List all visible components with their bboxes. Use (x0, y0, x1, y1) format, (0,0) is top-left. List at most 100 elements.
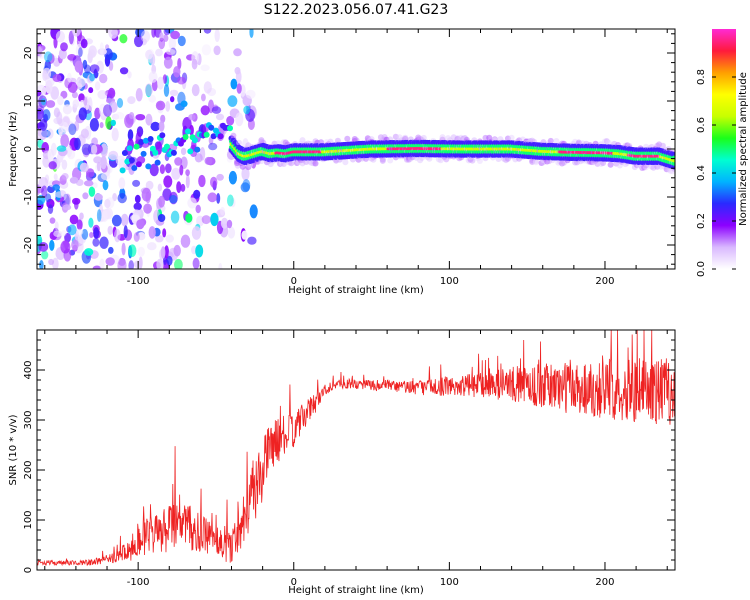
snr-x-axis: -100 0 100 200 (44, 330, 668, 588)
spectrogram-cell (134, 194, 141, 204)
spectrogram-cell (92, 182, 98, 189)
spectrogram-cell (92, 238, 100, 247)
y-tick-label: 0 (23, 567, 34, 573)
spectrogram-cell (185, 174, 190, 189)
spectrogram-cell (93, 227, 100, 239)
spectrogram-cell (469, 157, 476, 164)
spectrogram-cell (121, 150, 128, 156)
spectrogram-cell (199, 147, 206, 161)
spectrogram-cell (176, 181, 182, 194)
spectrogram-cell (249, 204, 258, 219)
spectrogram-cell (203, 29, 212, 34)
spectrogram-cell (87, 97, 93, 112)
spectrogram-cell (166, 255, 173, 266)
spectrogram-cell (133, 143, 140, 150)
snr-y-axis: 0 100 200 300 400 (23, 329, 675, 573)
spectrogram-cell (177, 35, 186, 47)
spectrogram-cell (236, 139, 242, 146)
spectrogram-cell (116, 98, 124, 108)
spectrogram-cell (154, 159, 161, 166)
spectrogram-cell (207, 192, 218, 203)
spectrogram-cell (170, 149, 177, 156)
spectrogram-cell (117, 258, 127, 269)
spectrogram-cell (105, 116, 112, 130)
spectrogram-cell (185, 213, 193, 223)
spectrogram-cell (201, 93, 206, 102)
spectrogram-cell (420, 134, 427, 141)
spectrogram-cell (226, 115, 235, 126)
spectrogram-cell (135, 161, 142, 168)
spectrogram-cell (235, 112, 244, 127)
spectrogram-cell (379, 156, 386, 163)
spectrogram-cell (140, 150, 147, 157)
spectrogram-cell (239, 163, 246, 170)
colorbar-axis: 0.0 0.2 0.4 0.6 0.8 (696, 69, 736, 277)
spectrogram-cell (249, 29, 254, 38)
colorbar-tick-label: 0.6 (696, 117, 707, 133)
spectrogram-cell (39, 119, 48, 131)
spectrogram-cell (179, 164, 184, 176)
spectrogram-cell (136, 219, 145, 230)
spectrogram-cell (128, 244, 137, 257)
spectrogram-cell (201, 44, 212, 56)
spectrogram-cell (158, 37, 166, 50)
spectrogram-cell (60, 42, 68, 52)
spectrogram-cell (163, 175, 173, 188)
spectrogram-cell (88, 49, 96, 58)
spectrogram-cell (228, 170, 237, 185)
spectrogram-cell (52, 184, 60, 191)
spectrogram-cell (145, 49, 153, 60)
spectrogram-cell (89, 64, 100, 74)
spectrogram-cell (79, 212, 84, 220)
spectrogram-cell (135, 114, 146, 121)
spectrogram-cell (55, 30, 65, 43)
spectrogram-cell (198, 174, 206, 188)
spectrogram-cell (163, 56, 173, 69)
spectrogram-cell (230, 132, 237, 139)
spectrogram-cell (67, 72, 72, 83)
spectrogram-cell (233, 48, 242, 57)
spectrogram-cell (44, 51, 53, 63)
spectrogram-cell (226, 219, 233, 229)
spectrogram-cell (208, 124, 215, 131)
spectrogram-cell (80, 128, 89, 139)
spectrogram-cell (191, 84, 200, 97)
spectrogram-cell (88, 217, 94, 228)
spectrogram-cell (184, 128, 191, 135)
spectrogram-cell (83, 64, 91, 74)
spectrogram-cell (215, 113, 225, 121)
snr-panel: -100 0 100 200 0 100 200 300 400 Height of stra… (8, 329, 676, 596)
spectrogram-cell (185, 169, 190, 177)
spectrogram-cell (155, 235, 164, 243)
spectrogram-cell (100, 155, 107, 170)
spectrogram-cell (191, 226, 202, 240)
spectrogram-cell (88, 186, 96, 197)
spectrogram-cell (149, 163, 159, 177)
colorbar: 0.0 0.2 0.4 0.6 0.8 Normalized spectral ampl… (696, 29, 749, 277)
spectrogram-cell (216, 173, 224, 181)
spectrogram-cell (145, 113, 153, 126)
spectrogram-cell (144, 83, 153, 97)
spectrogram-cell (158, 195, 166, 208)
spectrogram-cell (99, 73, 108, 84)
spectrogram-cell (50, 142, 57, 156)
spectrogram-cell (128, 260, 134, 269)
spectrogram-cell (165, 101, 171, 112)
spectrogram-cell (201, 215, 211, 225)
spectrogram-cell (243, 105, 251, 115)
spectrogram-cell (247, 236, 257, 245)
spectrogram-cell (174, 258, 183, 269)
spectrogram-cell (126, 145, 133, 152)
spectrogram-cell (89, 73, 95, 82)
spectrogram-cell (127, 129, 134, 141)
x-tick-label: 100 (440, 577, 459, 588)
spectrogram-cell (187, 197, 197, 209)
spectrogram-cell (104, 198, 111, 209)
y-tick-label: 20 (23, 47, 34, 60)
spectrogram-cell (169, 89, 179, 97)
spectrogram-cell (210, 176, 218, 188)
spectrogram-cell (124, 158, 131, 165)
x-tick-label: 0 (291, 276, 297, 287)
spectrogram-cell (99, 258, 105, 269)
